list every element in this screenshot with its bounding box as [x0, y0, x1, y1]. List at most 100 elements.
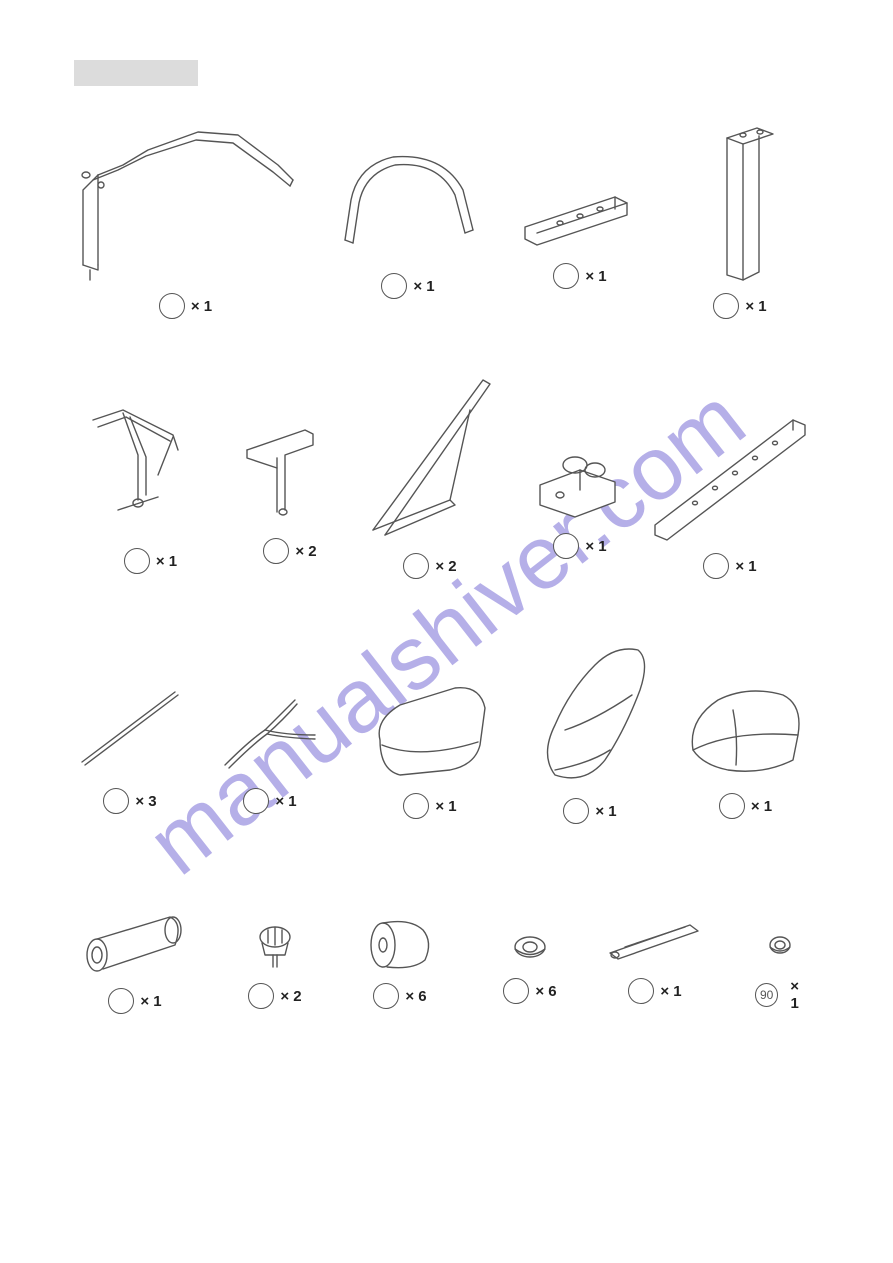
- part-number-circle: [124, 548, 150, 574]
- part-number-circle: [248, 983, 274, 1009]
- part-angle-bracket-frame: × 1: [78, 395, 223, 574]
- part-number-circle: 90: [755, 983, 778, 1007]
- qty-3: × 1: [515, 263, 645, 289]
- qty-8: × 1: [525, 533, 635, 559]
- illus-angle-bracket-frame: [78, 395, 223, 540]
- qty-text: × 1: [191, 298, 212, 315]
- part-seat-pad: × 1: [360, 670, 500, 819]
- qty-15: × 1: [75, 988, 195, 1014]
- qty-text: × 1: [585, 538, 606, 555]
- qty-text: × 1: [413, 278, 434, 295]
- part-short-bar-holes: × 1: [515, 185, 645, 289]
- part-number-circle: [713, 293, 739, 319]
- part-strap: × 1: [600, 915, 710, 1004]
- illus-curved-pad: [678, 665, 813, 785]
- part-curved-tube: × 1: [333, 145, 483, 299]
- illus-curved-tube: [333, 145, 483, 265]
- illus-rod: [70, 680, 190, 780]
- illus-strap: [600, 915, 710, 970]
- part-number-circle: [563, 798, 589, 824]
- part-triangle-brace: × 2: [355, 370, 505, 579]
- qty-17: × 6: [355, 983, 445, 1009]
- illus-short-bar-holes: [515, 185, 645, 255]
- illus-upright-post: [685, 120, 795, 285]
- part-clamp-block: × 1: [525, 440, 635, 559]
- part-curved-pad: × 1: [678, 665, 813, 819]
- part-number-circle: [553, 263, 579, 289]
- qty-12: × 1: [360, 793, 500, 819]
- illus-clamp-block: [525, 440, 635, 525]
- qty-9: × 1: [645, 553, 815, 579]
- part-number-circle: [243, 788, 269, 814]
- title-bar: [74, 60, 198, 86]
- qty-text: × 1: [595, 803, 616, 820]
- qty-text: × 1: [156, 553, 177, 570]
- part-main-frame-arm: × 1: [68, 120, 303, 319]
- part-number-circle: [263, 538, 289, 564]
- qty-10: × 3: [70, 788, 190, 814]
- part-number-circle: [719, 793, 745, 819]
- qty-6: × 2: [235, 538, 345, 564]
- part-number-circle: [703, 553, 729, 579]
- qty-2: × 1: [333, 273, 483, 299]
- part-number-circle: [373, 983, 399, 1009]
- illus-back-pad: [520, 635, 660, 790]
- illus-knob: [240, 915, 310, 975]
- qty-7: × 2: [355, 553, 505, 579]
- qty-text: × 6: [535, 983, 556, 1000]
- qty-18: × 6: [495, 978, 565, 1004]
- qty-14: × 1: [678, 793, 813, 819]
- part-sleeve-tube: × 1: [75, 905, 195, 1014]
- part-number-circle: [553, 533, 579, 559]
- part-y-handle: × 1: [205, 680, 335, 814]
- illus-ring: [755, 925, 805, 970]
- qty-text: × 1: [660, 983, 681, 1000]
- qty-4: × 1: [685, 293, 795, 319]
- part-l-bracket-arm: × 2: [235, 420, 345, 564]
- illus-sleeve-tube: [75, 905, 195, 980]
- illus-foam-roller: [355, 910, 445, 975]
- qty-text: × 2: [280, 988, 301, 1005]
- qty-text: × 1: [585, 268, 606, 285]
- illus-l-bracket-arm: [235, 420, 345, 530]
- qty-text: × 1: [745, 298, 766, 315]
- qty-text: × 1: [435, 798, 456, 815]
- part-ring: 90 × 1: [755, 925, 805, 1012]
- page: manualshiver.com × 1 × 1: [0, 0, 893, 1263]
- part-number-circle: [403, 553, 429, 579]
- part-foam-roller: × 6: [355, 910, 445, 1009]
- part-number-circle: [403, 793, 429, 819]
- part-number-circle: [381, 273, 407, 299]
- qty-text: × 2: [295, 543, 316, 560]
- part-number-circle: [108, 988, 134, 1014]
- part-number-circle: [503, 978, 529, 1004]
- illus-main-frame-arm: [68, 120, 303, 285]
- qty-text: × 1: [735, 558, 756, 575]
- qty-16: × 2: [240, 983, 310, 1009]
- qty-text: × 1: [140, 993, 161, 1010]
- illus-y-handle: [205, 680, 335, 780]
- illus-triangle-brace: [355, 370, 505, 545]
- qty-text: × 1: [751, 798, 772, 815]
- qty-text: × 2: [435, 558, 456, 575]
- part-washer-cap: × 6: [495, 925, 565, 1004]
- qty-text: × 1: [784, 978, 805, 1012]
- part-number-circle: [628, 978, 654, 1004]
- qty-text: × 6: [405, 988, 426, 1005]
- qty-text: × 3: [135, 793, 156, 810]
- qty-19: × 1: [600, 978, 710, 1004]
- part-long-bar-holes: × 1: [645, 405, 815, 579]
- qty-13: × 1: [520, 798, 660, 824]
- qty-11: × 1: [205, 788, 335, 814]
- part-back-pad: × 1: [520, 635, 660, 824]
- part-rod: × 3: [70, 680, 190, 814]
- qty-1: × 1: [68, 293, 303, 319]
- illus-long-bar-holes: [645, 405, 815, 545]
- part-upright-post: × 1: [685, 120, 795, 319]
- illus-washer-cap: [495, 925, 565, 970]
- qty-5: × 1: [78, 548, 223, 574]
- qty-90: 90 × 1: [755, 978, 805, 1012]
- qty-text: × 1: [275, 793, 296, 810]
- illus-seat-pad: [360, 670, 500, 785]
- part-number-circle: [103, 788, 129, 814]
